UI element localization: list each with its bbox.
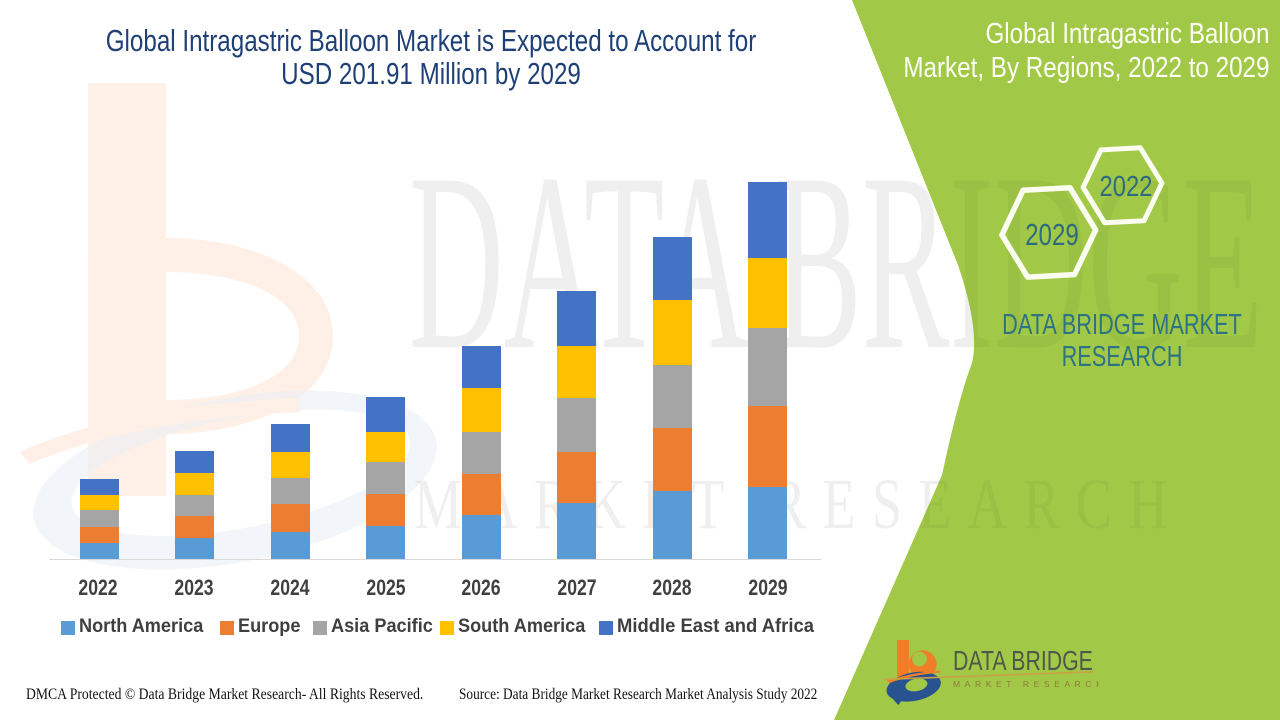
- svg-text:2022: 2022: [1100, 170, 1153, 203]
- svg-text:2029: 2029: [1025, 217, 1079, 252]
- svg-text:DATA BRIDGE: DATA BRIDGE: [953, 645, 1093, 677]
- svg-text:MARKET RESEARCH: MARKET RESEARCH: [953, 679, 1099, 689]
